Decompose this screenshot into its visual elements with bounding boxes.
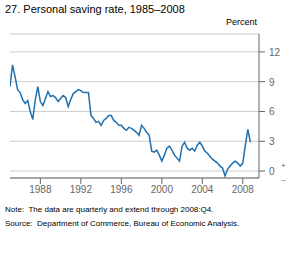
html-text:Note: The data are quarterly a: Note: The data are quarterly and extend … bbox=[5, 205, 214, 214]
svg-text:1996: 1996 bbox=[110, 184, 133, 195]
svg-text:+: + bbox=[281, 161, 286, 170]
svg-text:2008: 2008 bbox=[232, 184, 255, 195]
svg-text:–: – bbox=[281, 175, 286, 184]
svg-text:2004: 2004 bbox=[191, 184, 214, 195]
svg-text:1992: 1992 bbox=[70, 184, 93, 195]
svg-text:3: 3 bbox=[269, 136, 275, 147]
svg-text:1988: 1988 bbox=[29, 184, 52, 195]
svg-text:6: 6 bbox=[269, 106, 275, 117]
html-text:Percent: Percent bbox=[226, 17, 257, 27]
html-text:27. Personal saving rate, 1985: 27. Personal saving rate, 1985–2008 bbox=[5, 3, 185, 15]
svg-text:12: 12 bbox=[269, 47, 281, 58]
svg-text:2000: 2000 bbox=[151, 184, 174, 195]
svg-text:0: 0 bbox=[269, 166, 275, 177]
html-text:Source: Department of Commerce: Source: Department of Commerce, Bureau o… bbox=[5, 219, 240, 228]
svg-text:9: 9 bbox=[269, 77, 275, 88]
